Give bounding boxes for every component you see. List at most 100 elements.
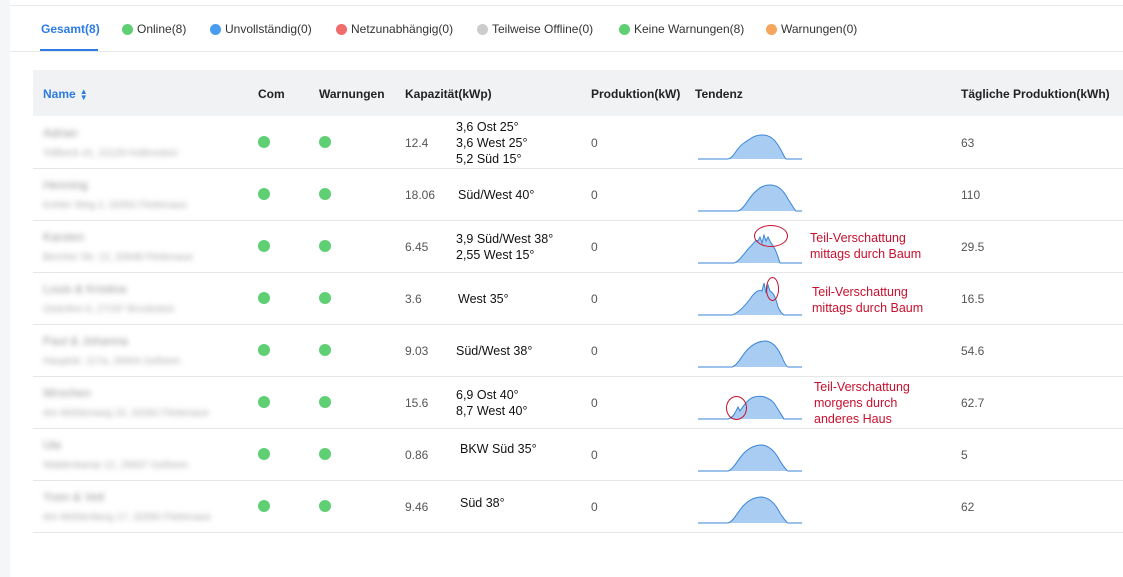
tab-teilweise-offline[interactable]: Teilweise Offline(0) (477, 22, 593, 36)
table-row[interactable]: Yven & Veit Am Mühlenberg 17, 32060 Flet… (33, 481, 1123, 533)
com-status-icon (258, 136, 270, 148)
trend-sparkline (698, 395, 802, 420)
plant-address: Hauptstr. 117a, 26604 Gelheim (43, 356, 181, 367)
shading-highlight-circle (766, 277, 779, 301)
plant-address: Osterlinn 6, 27197 Brookstein (43, 304, 175, 315)
daily-production-value: 5 (961, 448, 968, 462)
trend-sparkline (698, 134, 802, 160)
production-value: 0 (591, 136, 598, 150)
column-header-taegliche-produktion: Tägliche Produktion(kWh) (961, 87, 1110, 101)
active-tab-indicator (40, 49, 98, 51)
plant-name[interactable]: Adrian (43, 126, 78, 140)
table-row[interactable]: Karsten Bercher Str. 12, 33948 Flettenau… (33, 221, 1123, 273)
tab-keine-warnungen[interactable]: Keine Warnungen(8) (619, 22, 744, 36)
status-tabs: Gesamt(8) Online(8) Unvollständig(0) Net… (10, 6, 1123, 52)
incomplete-status-dot-icon (210, 23, 221, 35)
partial-offline-status-dot-icon (477, 23, 488, 35)
warnings-status-dot-icon (766, 23, 777, 35)
online-status-dot-icon (122, 23, 133, 35)
production-value: 0 (591, 344, 598, 358)
com-status-icon (258, 240, 270, 252)
daily-production-value: 110 (961, 188, 981, 202)
table-row[interactable]: Adrian Tollbeck 41, 21129 Hollenstein 12… (33, 117, 1123, 169)
table-row[interactable]: Ute Waldenkamp 12, 29937 Gelheim 0.86 BK… (33, 429, 1123, 481)
trend-sparkline (698, 282, 802, 316)
orientation-note: 3,9 Süd/West 38° 2,55 West 15° (456, 232, 554, 262)
top-divider (10, 5, 1123, 6)
table-row[interactable]: Henning Kohler Weg 2, 32062 Flettenaue 1… (33, 169, 1123, 221)
orientation-note: Süd/West 40° (458, 188, 535, 202)
warning-status-icon (319, 240, 331, 252)
annotation-note: Teil-Verschattung mittags durch Baum (810, 231, 922, 261)
trend-sparkline (698, 496, 802, 524)
tab-netzunabhaengig[interactable]: Netzunabhängig(0) (336, 22, 453, 36)
warning-status-icon (319, 188, 331, 200)
trend-sparkline (698, 233, 802, 264)
plant-name[interactable]: Ute (43, 438, 62, 452)
plant-name[interactable]: Louis & Kristina (43, 282, 127, 296)
tab-gesamt[interactable]: Gesamt(8) (41, 22, 100, 36)
capacity-value: 9.03 (405, 344, 429, 358)
daily-production-value: 63 (961, 136, 975, 150)
plant-name[interactable]: Wrochen (43, 386, 91, 400)
trend-sparkline (698, 340, 802, 368)
plant-name[interactable]: Yven & Veit (43, 490, 105, 504)
daily-production-value: 29.5 (961, 240, 985, 254)
orientation-note: 3,6 Ost 25° 3,6 West 25° 5,2 Süd 15° (456, 120, 528, 166)
plant-address: Kohler Weg 2, 32062 Flettenaue (43, 200, 187, 211)
tab-unvollstaendig[interactable]: Unvollständig(0) (210, 22, 312, 36)
shading-highlight-circle (726, 396, 747, 420)
production-value: 0 (591, 500, 598, 514)
capacity-value: 15.6 (405, 396, 429, 410)
daily-production-value: 54.6 (961, 344, 985, 358)
capacity-value: 0.86 (405, 448, 429, 462)
column-header-kapazitaet: Kapazität(kWp) (405, 87, 492, 101)
capacity-value: 12.4 (405, 136, 429, 150)
plant-name[interactable]: Karsten (43, 230, 85, 244)
capacity-value: 6.45 (405, 240, 429, 254)
trend-sparkline (698, 444, 802, 472)
column-header-com: Com (258, 87, 285, 101)
daily-production-value: 62 (961, 500, 975, 514)
table-row[interactable]: Louis & Kristina Osterlinn 6, 27197 Broo… (33, 273, 1123, 325)
tab-warnungen[interactable]: Warnungen(0) (766, 22, 857, 36)
plant-address: Am Mühlenberg 17, 32060 Flettenaue (43, 512, 211, 523)
plant-name[interactable]: Paul & Johanna (43, 334, 128, 348)
plant-name[interactable]: Henning (43, 178, 88, 192)
table-row[interactable]: Wrochen Am Mühlenweg 15, 32062 Flettenau… (33, 377, 1123, 429)
sort-asc-icon[interactable]: ▲ ▼ (79, 86, 88, 102)
production-value: 0 (591, 188, 598, 202)
orientation-note: Süd/West 38° (456, 344, 533, 358)
table-header: Name ▲ ▼ Com Warnungen Kapazität(kWp) Prod… (33, 70, 1123, 116)
com-status-icon (258, 188, 270, 200)
shading-highlight-circle (754, 225, 788, 247)
production-value: 0 (591, 396, 598, 410)
trend-sparkline (698, 184, 802, 212)
warning-status-icon (319, 500, 331, 512)
daily-production-value: 16.5 (961, 292, 985, 306)
production-value: 0 (591, 448, 598, 462)
com-status-icon (258, 500, 270, 512)
com-status-icon (258, 292, 270, 304)
column-header-name[interactable]: Name ▲ ▼ (43, 86, 88, 102)
orientation-note: 6,9 Ost 40° 8,7 West 40° (456, 388, 528, 418)
offgrid-status-dot-icon (336, 23, 347, 35)
monitoring-panel: Gesamt(8) Online(8) Unvollständig(0) Net… (10, 0, 1123, 577)
warning-status-icon (319, 396, 331, 408)
column-header-tendenz: Tendenz (695, 87, 743, 101)
column-header-produktion: Produktion(kW) (591, 87, 681, 101)
tab-online[interactable]: Online(8) (122, 22, 186, 36)
warning-status-icon (319, 136, 331, 148)
capacity-value: 18.06 (405, 188, 436, 202)
capacity-value: 9.46 (405, 500, 429, 514)
capacity-value: 3.6 (405, 292, 422, 306)
orientation-note: Süd 38° (460, 496, 505, 510)
warning-status-icon (319, 292, 331, 304)
orientation-note: West 35° (458, 292, 509, 306)
plant-address: Waldenkamp 12, 29937 Gelheim (43, 460, 189, 471)
column-header-warnungen: Warnungen (319, 87, 385, 101)
plant-address: Bercher Str. 12, 33948 Flettenaue (43, 252, 194, 263)
orientation-note: BKW Süd 35° (460, 442, 537, 456)
production-value: 0 (591, 240, 598, 254)
table-row[interactable]: Paul & Johanna Hauptstr. 117a, 26604 Gel… (33, 325, 1123, 377)
